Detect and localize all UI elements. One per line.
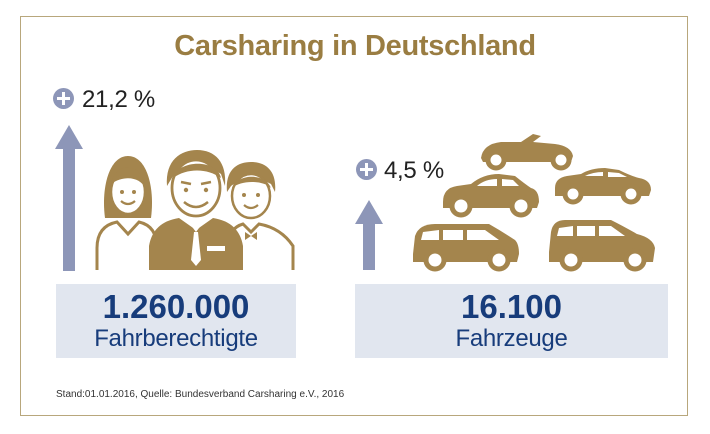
right-value: 16.100 xyxy=(461,288,562,325)
left-value: 1.260.000 xyxy=(102,288,250,325)
infographic-title: Carsharing in Deutschland xyxy=(174,30,536,62)
left-value-box: 1.260.000 Fahrberechtigte xyxy=(56,284,296,358)
people-icon xyxy=(95,150,295,270)
infographic-frame xyxy=(20,16,688,416)
cars-icon xyxy=(413,134,655,272)
source-note: Stand:01.01.2016, Quelle: Bundesverband … xyxy=(56,389,345,400)
left-up-arrow-icon xyxy=(55,125,83,271)
plus-icon xyxy=(356,159,377,180)
left-growth-percent: 21,2 % xyxy=(82,86,155,113)
right-growth-percent: 4,5 % xyxy=(384,157,444,184)
right-up-arrow-icon xyxy=(355,200,383,270)
plus-icon xyxy=(53,88,74,109)
right-label: Fahrzeuge xyxy=(455,325,568,352)
left-label: Fahrberechtigte xyxy=(94,325,258,352)
right-value-box: 16.100 Fahrzeuge xyxy=(355,284,668,358)
